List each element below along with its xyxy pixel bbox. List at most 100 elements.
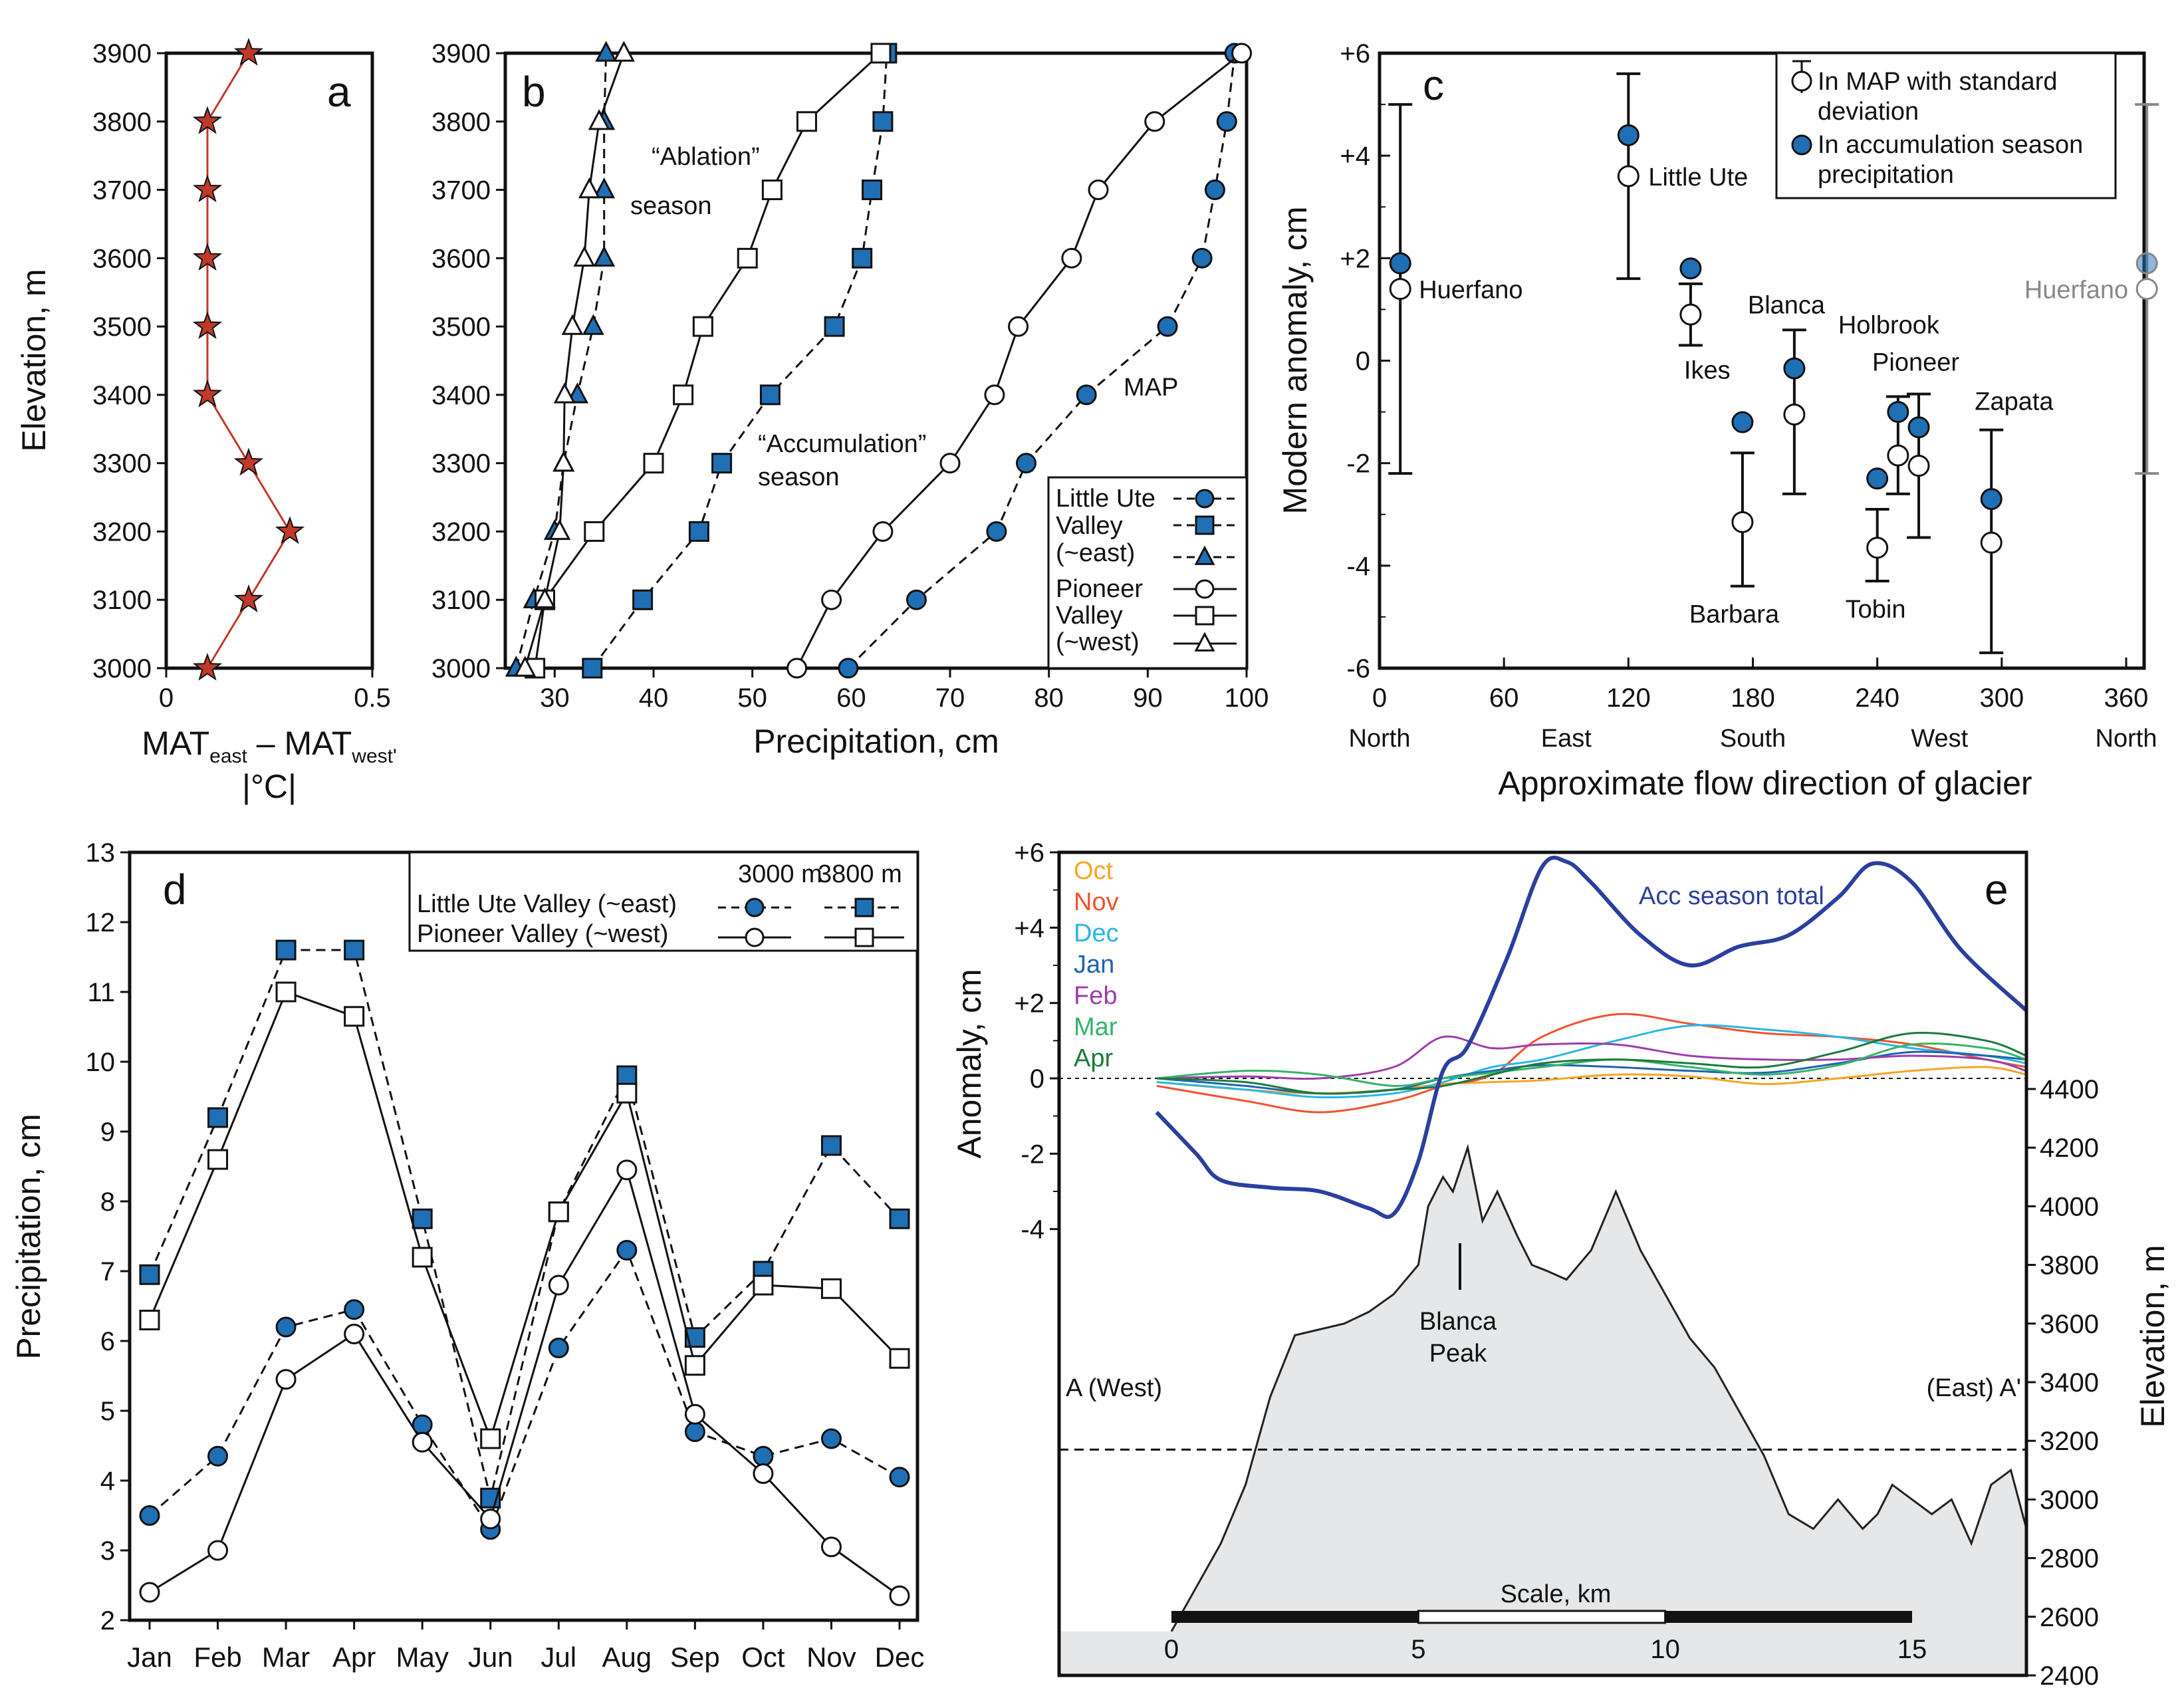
b-series-point [872,521,894,542]
annotation-accumulation-2: season [758,463,840,491]
b-xtick-label: 40 [639,683,669,713]
d-ytick-label: 13 [86,838,116,868]
c-direction-label: East [1541,725,1592,753]
e-left-tick-label: +2 [1014,989,1044,1019]
c-acc-point [2135,252,2158,275]
d-series-point [412,1247,433,1268]
panel-a-xlabel-sub1: east [209,745,247,767]
c-map-point [1783,403,1806,425]
a-star-point [233,447,264,476]
peak-label-2: Peak [1429,1340,1488,1368]
panel-e-letter: e [1985,866,2008,913]
annotation-accumulation-1: “Accumulation” [758,430,926,458]
b-series-point [711,453,733,474]
b-series-line [591,53,888,669]
total-anomaly-line [1155,855,2028,1219]
c-glacier-label: Little Ute [1648,164,1748,191]
c-map-point [1907,455,1930,477]
month-anomaly-line [1156,1013,2027,1114]
d-series-point [344,1299,365,1320]
d-series-point [889,1348,910,1369]
d-xtick-label: Jul [541,1641,576,1673]
b-series-point [573,245,596,267]
d-xtick-label: Dec [875,1641,925,1673]
panel-a-ylabel: Elevation, m [15,269,53,451]
panel-d-frame [128,850,919,1622]
c-acc-point [1617,124,1639,146]
d-series-line [149,1167,900,1597]
b-series-point [737,247,758,269]
a-ytick-label: 3500 [92,312,152,342]
d-ytick-label: 4 [100,1467,115,1496]
b-series-line [847,53,1236,669]
panel-c: c Modern anomaly, cm +6 +4 +2 0 -2 -4 -6 0 60 12… [1276,39,2159,802]
c-acc-point [1731,411,1754,433]
d-series-point [207,1445,229,1467]
a-ytick-label: 3000 [92,654,152,683]
d-xtick-label: Sep [670,1641,720,1673]
c-direction-label: North [2096,725,2157,753]
e-right-tick-label: 3000 [2040,1485,2099,1514]
b-ytick-label: 3800 [431,108,491,137]
b-legend-marker [1195,579,1215,599]
panel-e: e Anomaly, cm Elevation, m +6 +4 +2 0 -2 -4 44… [951,838,2171,1691]
b-series-point [862,180,883,201]
d-series-point [889,1208,910,1229]
e-left-tick-label: -2 [1021,1140,1044,1169]
b-series-point [553,382,576,404]
legend-d-col-3800: 3800 m [818,860,902,888]
d-xtick-label: Jan [127,1641,172,1673]
panel-d-legend [408,851,919,952]
c-acc-point [1389,252,1411,275]
d-series-point [889,1467,910,1488]
b-series-point [1015,453,1036,474]
d-series-point [275,939,297,961]
section-west-label: A (West) [1066,1374,1162,1402]
d-xtick-label: May [396,1641,449,1673]
b-series-point [688,521,709,542]
c-direction-label: North [1349,725,1411,753]
c-ytick-label: 0 [1356,347,1370,376]
scale-tick-label: 0 [1164,1635,1179,1664]
e-right-tick-label: 3400 [2040,1368,2099,1397]
panel-e-frame [1057,850,2028,1677]
a-ytick-label: 3200 [92,517,152,546]
month-legend-label: Mar [1074,1013,1118,1041]
d-series-point [480,1487,501,1509]
c-xtick-label: 60 [1489,683,1519,713]
panel-a: a Elevation, m 3000 3100 3200 3300 3400 3500 3… [15,37,397,805]
c-map-point [1617,165,1639,187]
d-xtick-label: Apr [332,1641,376,1673]
month-anomaly-line [1156,1024,2027,1098]
d-series-point [139,1264,160,1285]
b-series-point [548,519,571,541]
e-left-tick-label: +4 [1014,913,1044,943]
d-ytick-label: 11 [87,978,115,1007]
d-xtick-label: Nov [806,1641,856,1673]
a-series-line [206,53,291,669]
b-ytick-label: 3200 [431,517,491,546]
b-series-point [759,384,781,406]
a-star-point [192,174,223,203]
c-map-point [1389,278,1411,301]
c-map-point [1731,511,1754,533]
d-ytick-label: 3 [100,1536,115,1566]
month-anomaly-line [1156,1042,2027,1087]
a-star-point [233,37,264,66]
b-series-point [787,658,808,679]
b-series-point [593,177,616,199]
b-series-point [1088,180,1109,201]
c-glacier-label: Huerfano [2024,277,2128,304]
c-xtick-label: 300 [1979,683,2024,713]
terrain-profile [1170,1144,2028,1632]
e-right-tick-label: 2400 [2040,1661,2099,1691]
c-map-point [1980,531,2002,554]
d-ytick-label: 8 [100,1187,115,1217]
d-series-point [753,1463,774,1484]
legend-c-open-2: deviation [1818,98,1919,126]
b-series-point [692,316,713,337]
legend-b-west-3: (~west) [1056,628,1140,656]
b-series-line [515,53,608,669]
d-xtick-label: Aug [602,1641,652,1673]
